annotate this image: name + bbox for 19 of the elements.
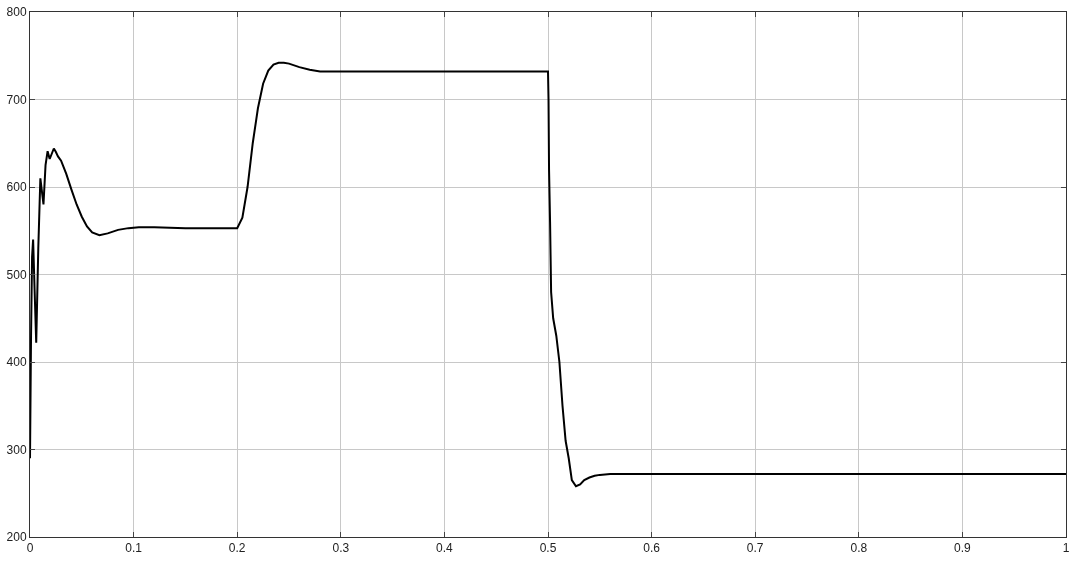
y-tick-label: 400	[6, 355, 27, 370]
y-tick-label: 500	[6, 267, 27, 282]
x-tick-label: 0.7	[746, 541, 764, 556]
x-tick-label: 0.2	[228, 541, 246, 556]
y-tick-label: 300	[6, 442, 27, 457]
x-tick-label: 0.6	[643, 541, 661, 556]
y-tick-label: 700	[6, 92, 27, 107]
line-series	[30, 61, 1066, 488]
x-tick-label: 0.9	[954, 541, 972, 556]
y-tick-label: 600	[6, 180, 27, 195]
x-tick-label: 0.4	[436, 541, 454, 556]
x-tick-label: 0.3	[332, 541, 350, 556]
x-tick-label: 0	[26, 541, 34, 556]
x-tick-label: 1	[1062, 541, 1070, 556]
x-tick-label: 0.8	[850, 541, 868, 556]
x-tick-label: 0.5	[539, 541, 557, 556]
y-tick-label: 800	[6, 5, 27, 20]
x-tick-label: 0.1	[125, 541, 143, 556]
y-tick-label: 200	[6, 530, 27, 545]
